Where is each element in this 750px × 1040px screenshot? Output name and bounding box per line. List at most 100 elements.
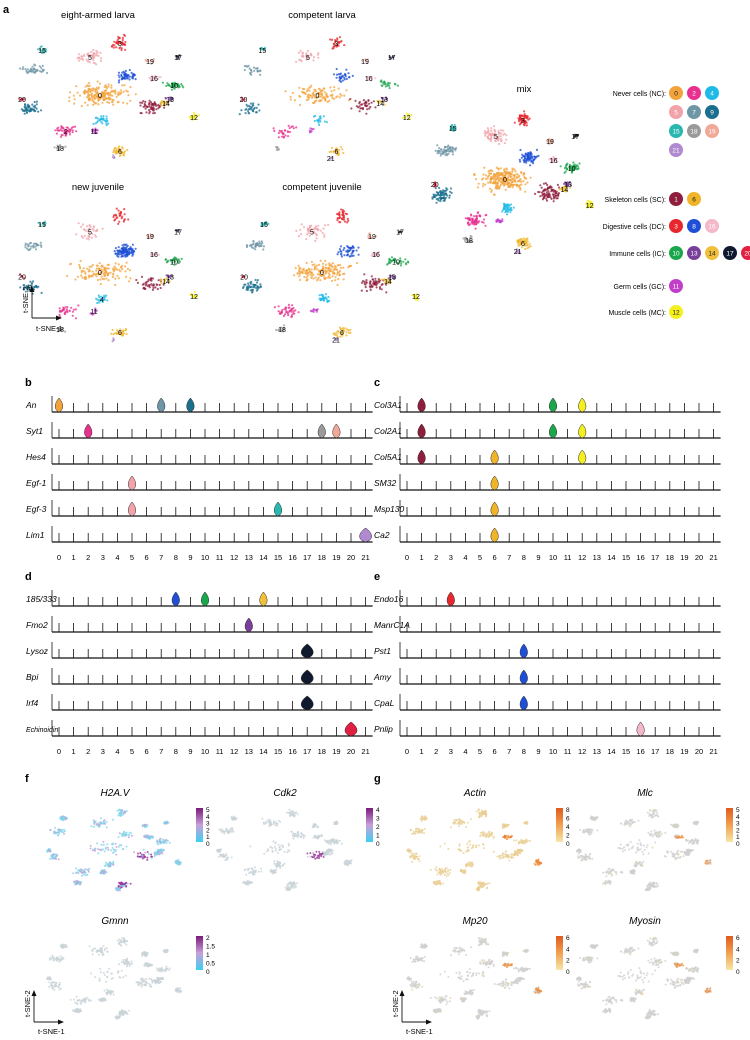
tsne-point	[469, 223, 472, 226]
tsne-point	[519, 148, 522, 152]
tsne-point	[291, 304, 294, 307]
feature-point	[120, 809, 123, 812]
legend-group-label: Skeleton cells (SC):	[605, 197, 667, 204]
tsne-point	[39, 109, 43, 112]
tsne-point	[535, 148, 539, 151]
tsne-point	[330, 90, 333, 93]
tsne-point	[294, 267, 297, 270]
tsne-point	[96, 120, 100, 123]
violin-x-tick: 4	[463, 553, 467, 562]
tsne-point	[520, 171, 523, 175]
tsne-point	[278, 129, 281, 132]
tsne-point	[117, 246, 120, 249]
tsne-point	[297, 311, 300, 314]
tsne-point	[107, 279, 110, 282]
tsne-point	[68, 96, 71, 99]
tsne-point	[370, 275, 373, 278]
tsne-point	[509, 174, 512, 177]
tsne-point	[68, 128, 71, 131]
tsne-point	[358, 105, 361, 108]
tsne-point	[92, 61, 95, 64]
legend-swatch-label: 10	[672, 251, 680, 258]
tsne-point	[332, 332, 335, 335]
tsne-point	[122, 332, 125, 335]
tsne-point	[160, 101, 163, 104]
tsne-point	[250, 246, 253, 249]
violin-x-tick: 12	[230, 747, 238, 756]
tsne-point	[155, 108, 158, 111]
tsne-point	[92, 122, 95, 125]
tsne-point	[241, 286, 245, 290]
tsne-point	[366, 61, 369, 65]
tsne-point	[251, 286, 255, 289]
legend-group-label: Muscle cells (MC):	[608, 310, 666, 317]
tsne-point	[375, 286, 378, 289]
tsne-point	[34, 106, 37, 109]
tsne-point	[490, 137, 493, 140]
tsne-point	[324, 259, 327, 262]
tsne-point	[248, 67, 251, 70]
tsne-point	[477, 211, 480, 214]
tsne-point	[313, 96, 317, 99]
tsne-cluster-label: 19	[368, 234, 376, 241]
tsne-plot-0	[18, 33, 200, 159]
tsne-point	[306, 274, 309, 277]
tsne-point	[380, 288, 383, 291]
tsne-point	[368, 102, 371, 105]
tsne-point	[367, 77, 370, 80]
tsne-point	[27, 248, 30, 252]
tsne-point	[84, 85, 87, 88]
tsne-point	[124, 265, 127, 268]
tsne-point	[163, 101, 166, 104]
tsne-point	[26, 290, 29, 293]
tsne-point	[305, 98, 308, 102]
tsne-point	[92, 229, 95, 232]
tsne-point	[157, 279, 160, 282]
feature-point	[165, 839, 168, 842]
tsne-point	[93, 97, 96, 100]
tsne-point	[260, 48, 263, 51]
tsne-cluster-label: 12	[403, 115, 411, 122]
violin-x-tick: 18	[318, 747, 326, 756]
violin-gene-label: Amy	[373, 672, 392, 682]
tsne-point	[258, 245, 261, 248]
tsne-point	[71, 129, 74, 132]
tsne-point	[502, 129, 505, 132]
feature-point	[49, 857, 51, 860]
tsne-point	[247, 64, 250, 67]
tsne-point	[124, 327, 128, 331]
tsne-point	[26, 105, 29, 108]
tsne-point	[106, 267, 109, 270]
feature-point	[118, 812, 121, 815]
tsne-cluster-label: 13	[380, 97, 388, 104]
feature-point	[146, 858, 149, 861]
tsne-point	[545, 199, 549, 202]
tsne-point	[434, 149, 437, 152]
tsne-point	[151, 75, 154, 78]
tsne-point	[124, 72, 127, 75]
violin-gene-label: Col2A1	[374, 426, 402, 436]
tsne-point	[311, 96, 314, 99]
tsne-point	[160, 104, 163, 107]
violin-shape	[300, 695, 314, 711]
tsne-point	[324, 293, 328, 296]
panel-label-f: f	[25, 773, 29, 785]
tsne-point	[322, 227, 325, 230]
feature-point	[115, 845, 118, 848]
tsne-point	[95, 86, 98, 89]
tsne-point	[403, 116, 406, 119]
tsne-point	[507, 203, 510, 206]
tsne-point	[24, 106, 27, 109]
tsne-point	[438, 147, 441, 150]
tsne-point	[301, 90, 304, 93]
violin-x-tick: 13	[593, 553, 601, 562]
tsne-point	[93, 93, 96, 96]
tsne-point	[338, 269, 342, 273]
tsne-point	[337, 87, 340, 90]
tsne-point	[91, 263, 94, 267]
tsne-point	[102, 266, 105, 269]
tsne-point	[245, 244, 248, 247]
tsne-point	[324, 266, 327, 269]
